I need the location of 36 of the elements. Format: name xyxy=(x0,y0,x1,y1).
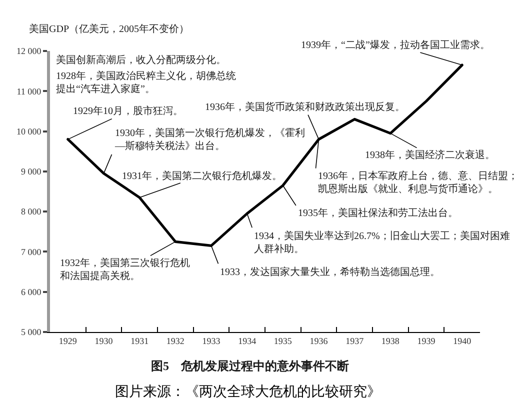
annotation: 1936年，日本军政府上台，德、意、日结盟；凯恩斯出版《就业、利息与货币通论》。 xyxy=(318,170,518,195)
annotation: 1930年，美国第一次银行危机爆发，《霍利—斯穆特关税法》出台。 xyxy=(114,127,305,152)
y-tick-label: 7 000 xyxy=(20,246,42,257)
y-tick-label: 10 000 xyxy=(16,126,42,136)
x-tick-label: 1929 xyxy=(58,336,78,346)
x-tick-label: 1940 xyxy=(453,336,472,346)
annotation: 1933，发达国家大量失业，希特勒当选德国总理。 xyxy=(220,266,440,278)
x-tick-label: 1936 xyxy=(310,336,328,346)
annotation: 1928年，美国政治民粹主义化，胡佛总统提出“汽车进入家庭”。 xyxy=(56,70,236,95)
y-tick-label: 9 000 xyxy=(20,166,42,177)
x-tick-label: 1931 xyxy=(130,336,149,346)
x-tick-label: 1938 xyxy=(381,336,400,346)
annotation: 1939年，“二战”爆发，拉动各国工业需求。 xyxy=(301,39,490,51)
annotation: 1934，美国失业率达到26.7%；旧金山大罢工；美国对困难人群补助。 xyxy=(254,230,510,255)
text: 图5 危机发展过程中的意外事件不断 xyxy=(151,359,349,374)
y-axis-title: 美国GDP（亿美元，2005年不变价） xyxy=(29,23,190,35)
annotation: 1938年，美国经济二次衰退。 xyxy=(365,149,495,161)
x-tick-label: 1932 xyxy=(166,336,184,346)
annotation: 1931年，美国第二次银行危机爆发。 xyxy=(122,170,282,182)
annotation: 1932年，美国第三次银行危机和法国提高关税。 xyxy=(60,257,190,282)
y-tick-label: 6 000 xyxy=(20,287,42,298)
y-tick-label: 12 000 xyxy=(16,46,42,56)
x-tick-label: 1937 xyxy=(346,336,364,346)
annotation: 1935年，美国社保法和劳工法出台。 xyxy=(298,207,458,219)
annotation: 1936年，美国货币政策和财政政策出现反复。 xyxy=(205,101,405,113)
x-tick-label: 1939 xyxy=(417,336,436,346)
x-tick-label: 1933 xyxy=(202,336,221,346)
x-tick-label: 1930 xyxy=(94,336,114,346)
x-tick-label: 1934 xyxy=(238,336,257,346)
y-tick-label: 5 000 xyxy=(20,327,42,338)
annotation: 美国创新高潮后，收入分配两级分化。 xyxy=(56,54,226,66)
y-tick-label: 8 000 xyxy=(20,206,42,217)
text: 图片来源：《两次全球大危机的比较研究》 xyxy=(115,384,381,400)
x-tick-label: 1935 xyxy=(274,336,292,346)
annotation: 1929年10月，股市狂泻。 xyxy=(73,105,183,117)
y-tick-label: 11 000 xyxy=(16,86,42,96)
